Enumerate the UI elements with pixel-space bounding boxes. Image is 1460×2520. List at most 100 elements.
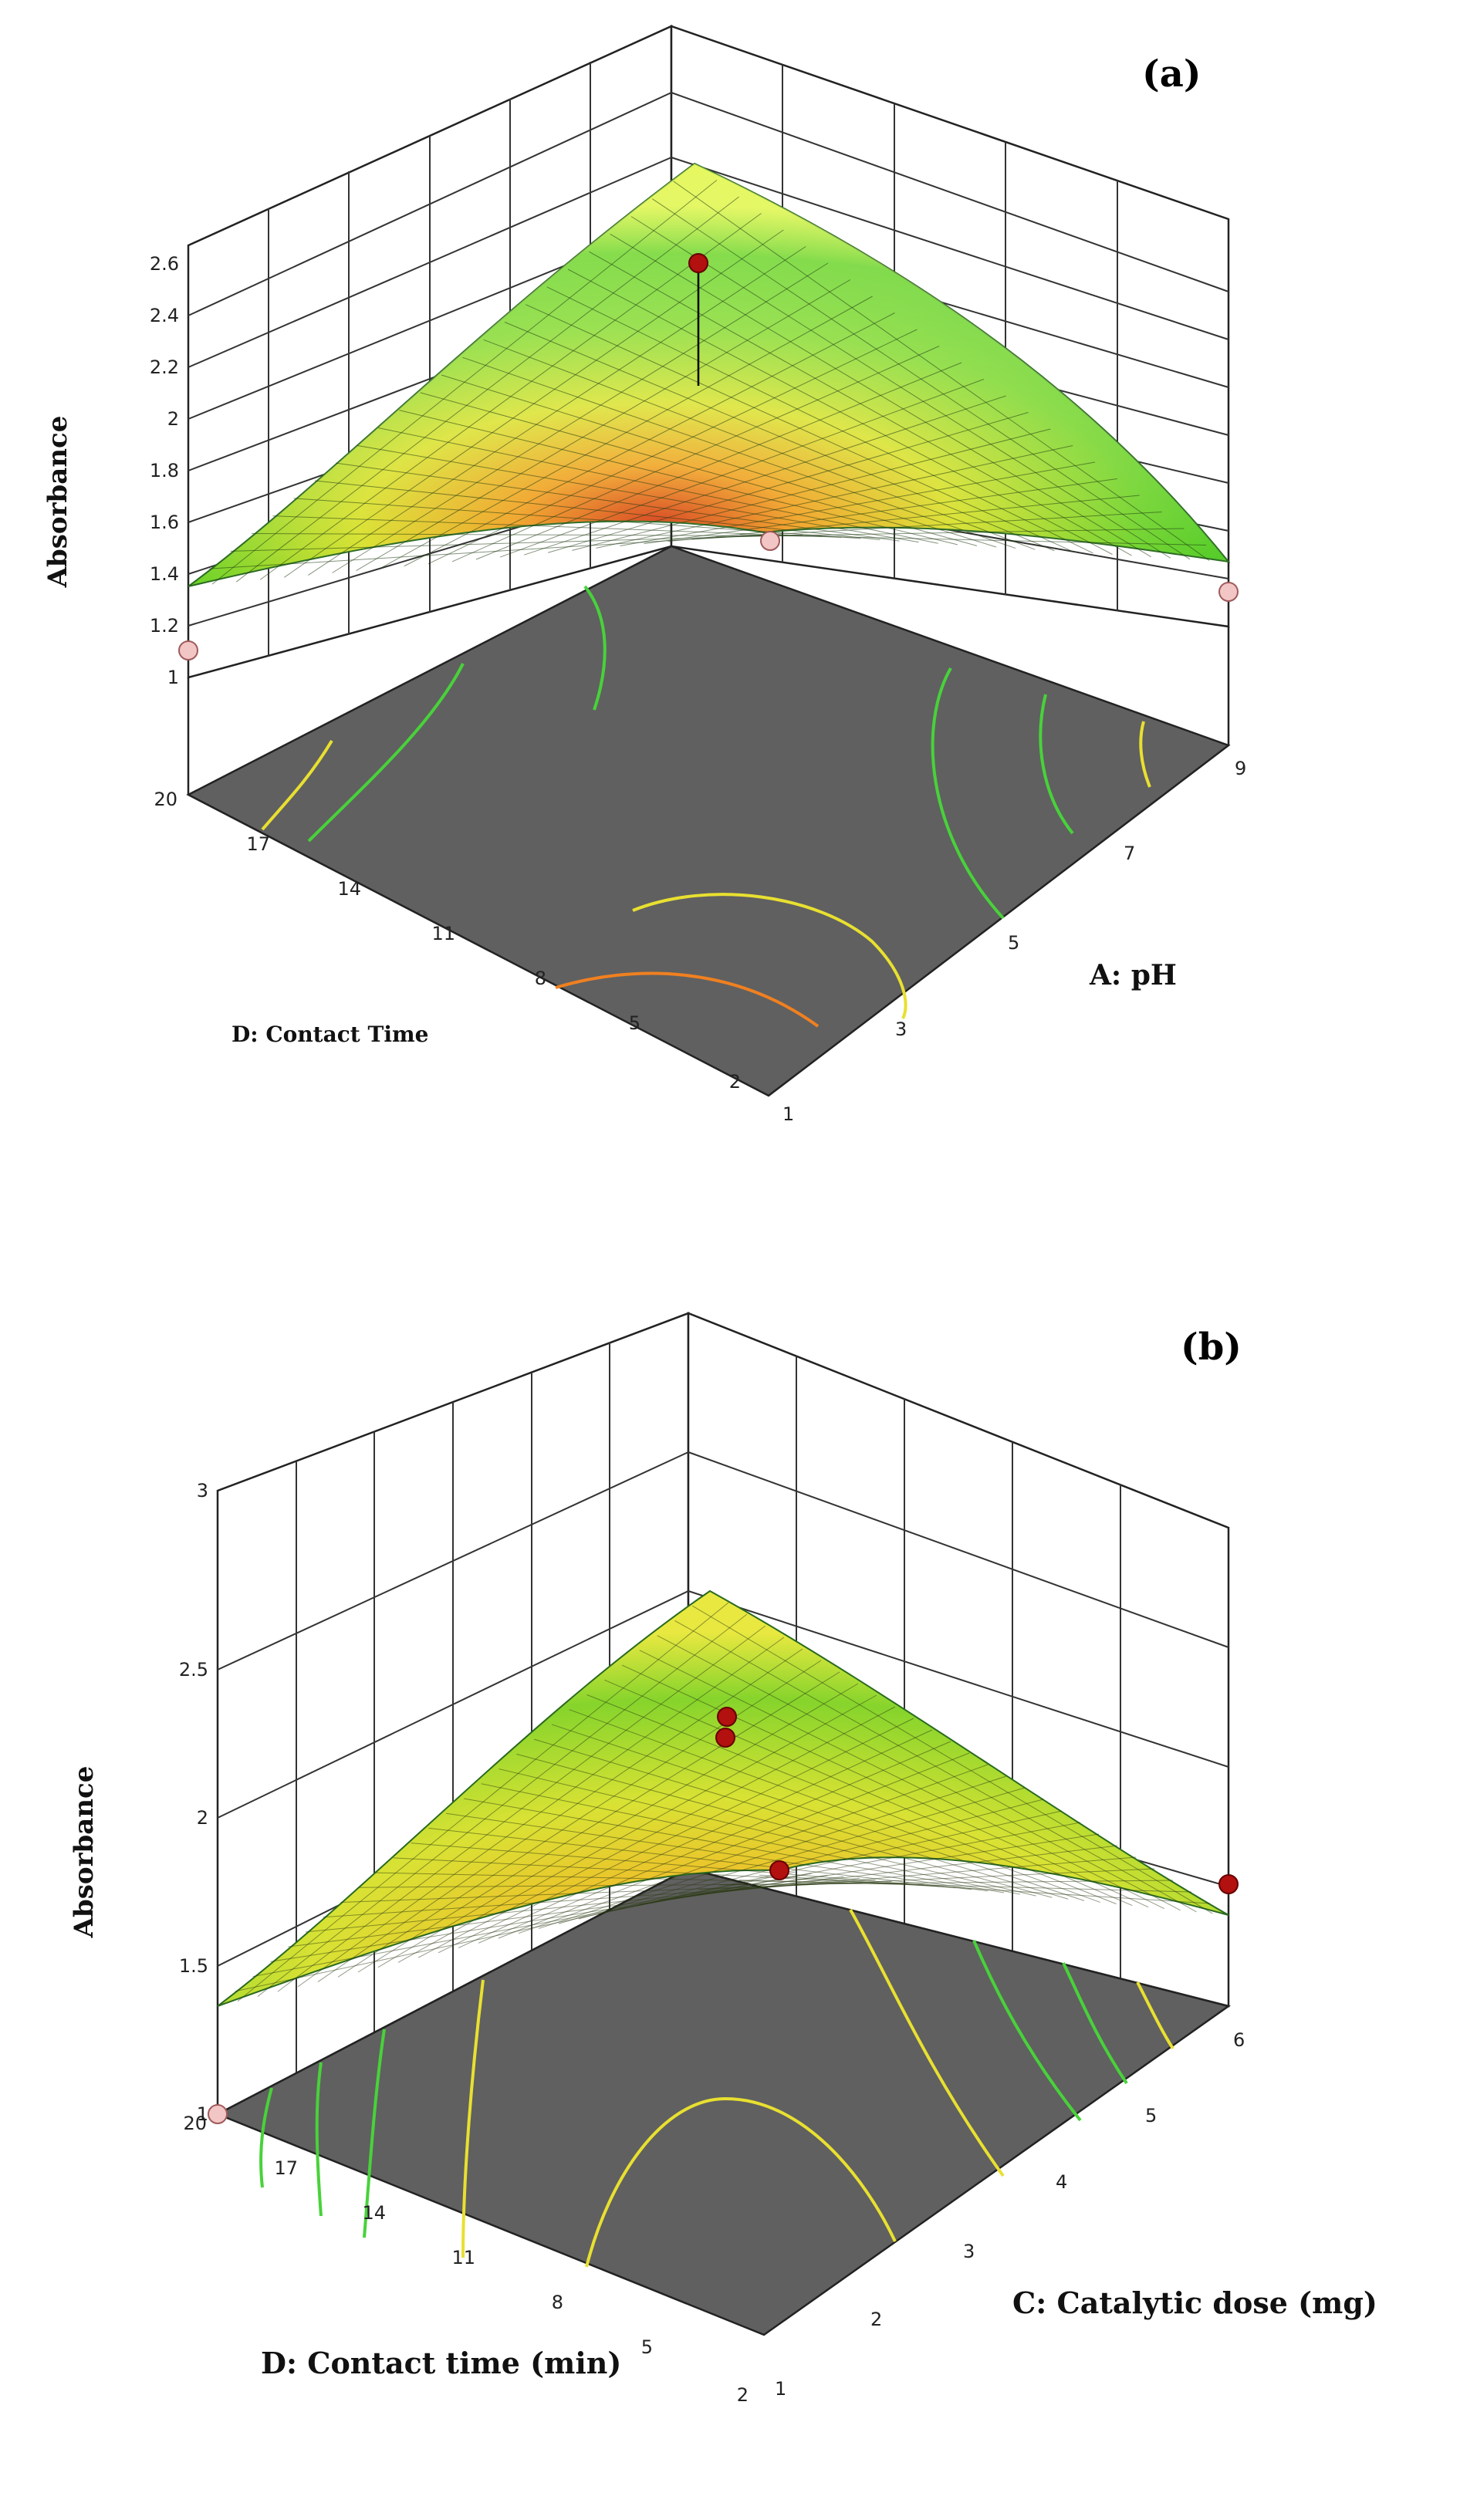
panel-a-x-label: A: pH — [1089, 959, 1177, 991]
z-tick: 2.4 — [150, 305, 179, 326]
surface-mesh-line — [678, 1856, 1137, 1895]
y-tick: 8 — [535, 968, 546, 989]
panel-b-x-label: C: Catalytic dose (mg) — [1012, 2285, 1377, 2320]
surface-mesh-line — [578, 1799, 1044, 1920]
surface-mesh-line — [658, 1845, 1118, 1900]
panel-b: (b) — [69, 1312, 1377, 2406]
y-tick: 17 — [274, 2157, 298, 2179]
y-tick: 2 — [729, 1071, 741, 1093]
panel-a-point — [178, 640, 198, 660]
surface-mesh-line — [691, 1605, 1213, 1914]
z-tick: 2 — [167, 408, 179, 430]
panel-b-x-ticks: 1 2 3 4 5 6 — [775, 2029, 1245, 2400]
panel-a-point — [1218, 582, 1239, 602]
z-tick: 2.5 — [179, 1659, 208, 1681]
panel-a-z-ticks: 1 1.2 1.4 1.6 1.8 2 2.2 2.4 2.6 — [150, 253, 179, 688]
surface-mesh-line — [516, 1753, 1053, 1898]
surface-mesh-line — [558, 1787, 1026, 1924]
panel-a-design-points — [178, 253, 1239, 660]
x-tick: 2 — [870, 2309, 882, 2330]
z-tick: 1.4 — [150, 563, 179, 585]
surface-mesh-line — [667, 495, 1140, 542]
panel-a: (a) — [42, 25, 1246, 1125]
surface-mesh-line — [698, 1868, 1155, 1890]
surface-mesh-line — [538, 1775, 1007, 1929]
y-tick: 2 — [737, 2384, 749, 2406]
y-tick: 14 — [337, 878, 361, 900]
z-tick: 1 — [167, 667, 179, 688]
surface-mesh-line — [598, 1810, 1063, 1915]
panel-b-surface — [217, 1589, 1229, 2007]
x-tick: 1 — [782, 1103, 794, 1125]
z-tick: 2.6 — [150, 253, 179, 275]
z-tick: 1.8 — [150, 460, 179, 481]
z-tick: 1.5 — [179, 1955, 208, 1977]
x-tick: 3 — [963, 2241, 975, 2262]
surface-mesh-line — [718, 1880, 1174, 1886]
surface-mesh-line — [481, 1783, 1020, 1895]
surface-mesh-line — [604, 1679, 1133, 1907]
surface-mesh-line — [618, 1822, 1081, 1910]
surface-mesh-line — [569, 1709, 1100, 1903]
y-tick: 20 — [183, 2113, 207, 2134]
surface-mesh-line — [498, 1768, 1036, 1897]
panel-a-y-label: D: Contact Time — [232, 1022, 428, 1047]
z-tick: 2 — [197, 1807, 208, 1829]
z-tick: 3 — [197, 1480, 208, 1502]
panel-a-contours — [261, 585, 1151, 1028]
surface-mesh-line — [621, 1664, 1149, 1908]
panel-b-point — [769, 1860, 789, 1880]
x-tick: 9 — [1235, 758, 1246, 779]
y-tick: 5 — [629, 1012, 640, 1034]
y-tick: 8 — [552, 2292, 563, 2313]
panel-b-z-label: Absorbance — [69, 1766, 100, 1939]
y-tick: 11 — [451, 2247, 475, 2268]
panel-a-x-ticks: 1 3 5 7 9 — [782, 758, 1246, 1125]
z-tick: 1 — [197, 2103, 208, 2125]
surface-mesh-line — [657, 1635, 1181, 1911]
panel-a-surface — [188, 162, 1231, 587]
x-tick: 3 — [895, 1018, 907, 1040]
panel-a-point — [760, 531, 780, 551]
surface-mesh-line — [630, 216, 1171, 559]
y-tick: 14 — [362, 2202, 386, 2224]
x-tick: 5 — [1008, 932, 1019, 954]
panel-b-z-ticks: 1 1.5 2 2.5 3 — [179, 1480, 208, 2125]
y-tick: 17 — [246, 833, 270, 855]
surface-mesh-line — [738, 1880, 1192, 1893]
panel-b-design-points — [208, 1707, 1239, 2124]
y-tick: 11 — [431, 923, 455, 944]
surface-mesh-line — [533, 1738, 1069, 1900]
panel-b-point — [715, 1728, 735, 1748]
surface-mesh-line — [759, 1874, 1211, 1904]
surface-mesh-line — [498, 1752, 970, 1939]
y-tick: 5 — [641, 2336, 653, 2358]
surface-mesh-line — [586, 1694, 1117, 1904]
panel-b-label: (b) — [1181, 1326, 1242, 1369]
panel-b-floor — [215, 1867, 1231, 2336]
surface-mesh-line — [551, 1724, 1085, 1901]
panel-b-contours — [259, 1909, 1174, 2268]
surface-mesh-line — [739, 534, 1207, 546]
x-tick: 4 — [1056, 2171, 1067, 2193]
y-tick: 20 — [154, 789, 177, 810]
surface-mesh-line — [518, 1764, 989, 1934]
panel-b-y-label: D: Contact time (min) — [261, 2346, 621, 2380]
surface-mesh-line — [639, 1650, 1165, 1910]
panel-b-point — [208, 2104, 228, 2124]
surface-mesh-line — [673, 181, 1210, 561]
x-tick: 7 — [1124, 843, 1135, 864]
panel-a-z-label: Absorbance — [42, 416, 73, 589]
z-tick: 1.6 — [150, 512, 179, 533]
panel-b-point — [717, 1707, 737, 1727]
x-tick: 6 — [1233, 2029, 1245, 2051]
z-tick: 1.2 — [150, 615, 179, 637]
surface-mesh-line — [652, 198, 1191, 560]
z-tick: 2.2 — [150, 356, 179, 378]
surface-mesh-line — [674, 1620, 1197, 1913]
panel-a-y-ticks: 20 17 14 11 8 5 2 — [154, 789, 741, 1093]
panel-b-y-ticks: 20 17 14 11 8 5 2 — [183, 2113, 749, 2406]
panel-a-point — [688, 253, 708, 273]
x-tick: 1 — [775, 2378, 786, 2400]
